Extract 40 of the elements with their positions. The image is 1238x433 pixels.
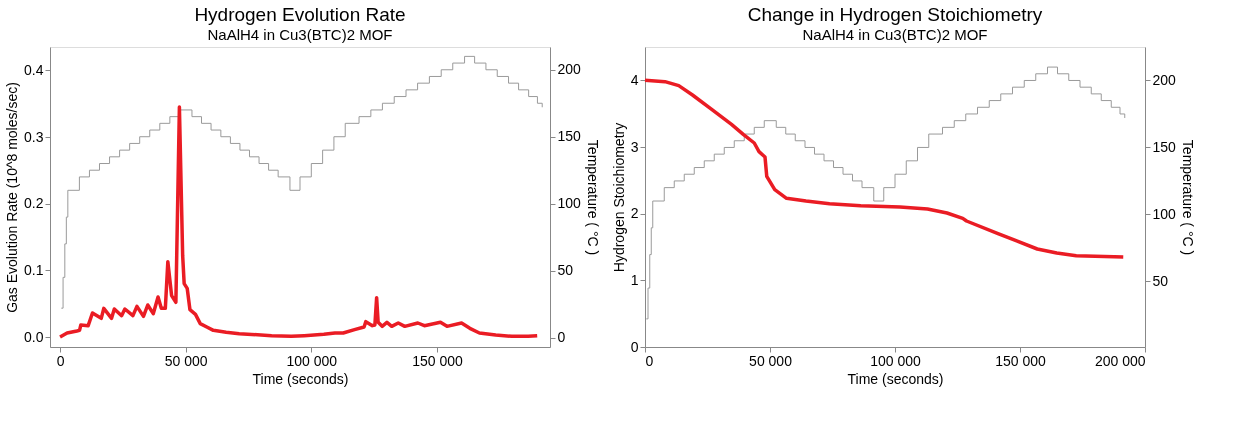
x-tick-label: 100 000	[286, 352, 338, 369]
x-axis-title: Time (seconds)	[252, 370, 349, 387]
x-tick-label: 150 000	[412, 352, 463, 369]
y-tick-label: 2	[630, 205, 639, 222]
y-tick-label: 4	[630, 71, 639, 88]
y-axis-title: Hydrogen Stoichiometry	[610, 122, 627, 273]
y-tick-label: 3	[630, 138, 639, 155]
y-tick-label: 1	[630, 271, 639, 288]
y2-axis-title: Temperature ( °C )	[584, 139, 601, 256]
x-tick-label: 50 000	[749, 352, 793, 369]
y2-tick-label: 50	[557, 262, 574, 279]
x-tick-label: 0	[645, 352, 654, 369]
y-axis-title: Gas Evolution Rate (10^8 moles/sec)	[4, 82, 21, 313]
y-tick-label: 0.2	[24, 195, 44, 212]
chart-title: Change in Hydrogen Stoichiometry	[747, 4, 1043, 25]
line-series	[58, 105, 539, 339]
y-tick-label: 0.1	[24, 261, 44, 278]
x-tick-label: 0	[56, 352, 65, 369]
line-series	[643, 78, 1125, 259]
y2-axis-title: Temperature ( °C )	[1179, 139, 1196, 256]
y2-tick-label: 50	[1152, 272, 1169, 289]
chart-title: Hydrogen Evolution Rate	[194, 4, 406, 25]
chart-subtitle: NaAlH4 in Cu3(BTC)2 MOF	[802, 26, 988, 43]
x-axis-title: Time (seconds)	[847, 370, 944, 387]
x-tick-label: 200 000	[1094, 352, 1146, 369]
y2-tick-label: 0	[557, 329, 566, 346]
y2-tick-label: 100	[557, 195, 582, 212]
y2-tick-label: 100	[1152, 205, 1177, 222]
y-tick-label: 0.3	[24, 128, 44, 145]
chart-subtitle: NaAlH4 in Cu3(BTC)2 MOF	[207, 26, 393, 43]
y-tick-label: 0.0	[24, 328, 44, 345]
x-tick-label: 150 000	[995, 352, 1047, 369]
y-tick-label: 0	[630, 338, 639, 355]
y2-tick-label: 150	[1152, 138, 1177, 155]
y2-tick-label: 200	[1152, 71, 1177, 88]
x-tick-label: 100 000	[870, 352, 922, 369]
y-tick-label: 0.4	[24, 61, 44, 78]
x-tick-label: 50 000	[164, 352, 208, 369]
y2-tick-label: 200	[557, 61, 582, 78]
y2-tick-label: 150	[557, 128, 582, 145]
